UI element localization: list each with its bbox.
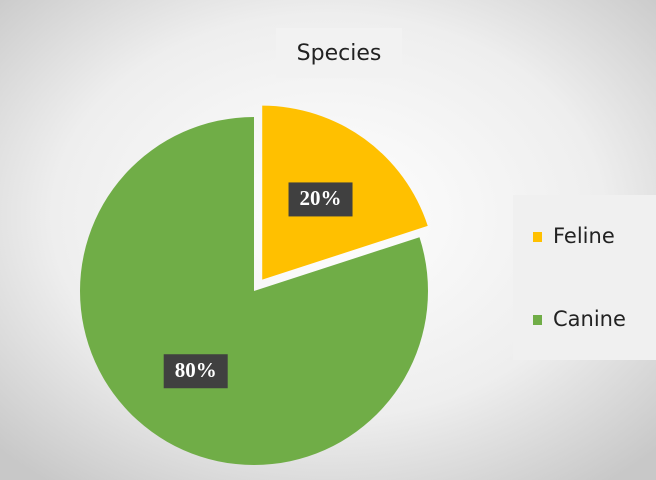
data-label: 80% <box>175 358 217 382</box>
title-box <box>276 28 402 78</box>
data-label-box <box>163 354 228 389</box>
data-label: 20% <box>300 186 342 210</box>
chart-title: Species <box>297 41 382 66</box>
legend-label: Feline <box>553 224 615 248</box>
legend-box <box>513 195 656 360</box>
legend-label: Canine <box>553 307 626 331</box>
legend-swatch <box>533 315 542 325</box>
legend-swatch <box>533 232 542 242</box>
data-label-box <box>288 182 353 217</box>
